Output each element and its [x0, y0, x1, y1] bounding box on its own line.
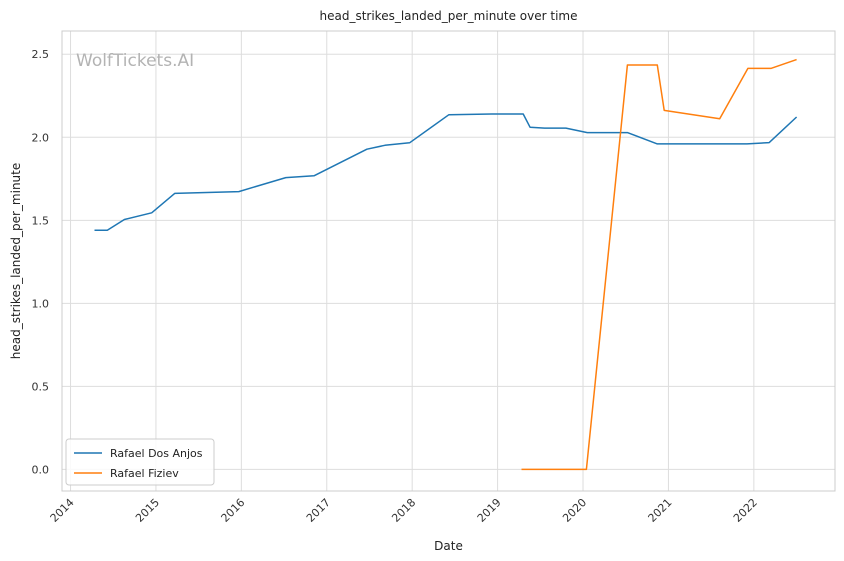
x-axis-label: Date [434, 539, 463, 553]
legend-box [65, 438, 215, 486]
legend-label: Rafael Dos Anjos [110, 447, 203, 460]
x-tick-label: 2014 [48, 496, 77, 525]
y-tick-label: 2.0 [32, 131, 50, 144]
grid [62, 31, 835, 491]
x-tick-label: 2018 [389, 496, 418, 525]
x-tick-label: 2015 [133, 496, 162, 525]
x-tick-label: 2019 [475, 496, 504, 525]
series-line-0 [94, 113, 798, 232]
series-group [94, 58, 798, 471]
series-line-1 [521, 58, 797, 471]
x-tick-labels: 2014 2015 2016 2017 2018 2019 2020 2021 2022 [48, 496, 760, 525]
x-tick-label: 2017 [304, 496, 333, 525]
plot-frame [61, 30, 836, 492]
legend-label: Rafael Fiziev [110, 467, 179, 480]
y-tick-label: 1.5 [32, 214, 50, 227]
y-tick-labels: 0.0 0.5 1.0 1.5 2.0 2.5 [32, 48, 50, 476]
x-tick-label: 2016 [219, 496, 248, 525]
y-axis-label: head_strikes_landed_per_minute [9, 163, 23, 360]
y-tick-label: 1.0 [32, 297, 50, 310]
x-tick-label: 2021 [646, 496, 675, 525]
chart-title: head_strikes_landed_per_minute over time [319, 9, 577, 23]
y-tick-label: 0.5 [32, 380, 50, 393]
legend: Rafael Dos Anjos Rafael Fiziev [65, 438, 215, 486]
watermark: WolfTickets.AI [76, 51, 194, 71]
x-tick-label: 2020 [560, 496, 589, 525]
x-tick-label: 2022 [731, 496, 760, 525]
y-tick-label: 0.0 [32, 463, 50, 476]
y-tick-label: 2.5 [32, 48, 50, 61]
